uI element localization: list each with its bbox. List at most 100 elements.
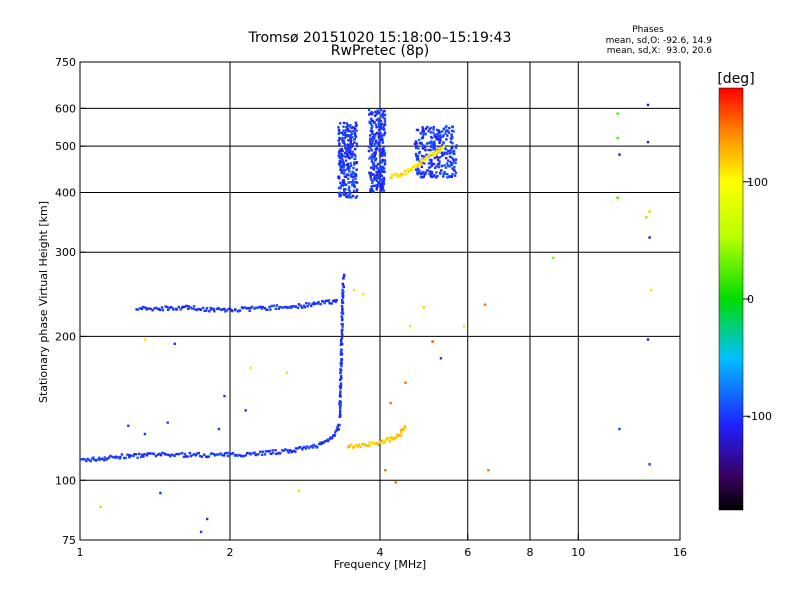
trace-point: [227, 307, 230, 311]
trace-point: [400, 434, 403, 437]
trace-point: [374, 158, 377, 161]
trace-point: [371, 144, 374, 148]
trace-point: [416, 173, 419, 176]
trace-point: [425, 155, 428, 158]
trace-point: [433, 147, 436, 150]
trace-point: [381, 112, 385, 115]
trace-point: [346, 155, 349, 158]
trace-point: [340, 131, 343, 135]
trace-point: [439, 357, 443, 360]
trace-point: [143, 432, 147, 436]
trace-point: [266, 308, 269, 311]
trace-point: [350, 173, 353, 176]
trace-point: [422, 306, 426, 309]
trace-point: [181, 305, 184, 309]
trace-point: [446, 173, 449, 176]
trace-point: [268, 449, 271, 453]
trace-point: [372, 173, 375, 176]
trace-point: [312, 301, 316, 304]
trace-point: [394, 435, 398, 439]
trace-point: [327, 438, 330, 441]
trace-point: [348, 167, 351, 170]
trace-point: [440, 151, 443, 154]
trace-point: [374, 134, 377, 137]
stats-line-o: mean, sd,O: -92.6, 14.9: [606, 36, 713, 46]
trace-point: [340, 154, 343, 158]
trace-point: [136, 456, 139, 459]
trace-point: [355, 142, 358, 145]
trace-point: [140, 455, 143, 459]
trace-point: [453, 160, 456, 163]
trace-point: [231, 309, 234, 313]
trace-point: [551, 256, 555, 259]
trace-point: [220, 453, 223, 457]
trace-point: [431, 145, 434, 149]
trace-point: [178, 452, 181, 455]
trace-point: [373, 152, 377, 155]
trace-point: [340, 351, 343, 354]
chart-subtitle: RwPretec (8p): [331, 43, 429, 59]
trace-point: [372, 167, 375, 170]
trace-point: [361, 442, 365, 445]
trace-point: [338, 152, 341, 155]
trace-point: [441, 135, 445, 138]
trace-point: [341, 136, 344, 140]
trace-point: [349, 143, 352, 147]
trace-point: [276, 452, 280, 455]
trace-point: [323, 301, 326, 305]
trace-point: [146, 452, 149, 455]
trace-point: [369, 155, 373, 158]
trace-point: [342, 129, 345, 132]
trace-point: [338, 394, 342, 397]
trace-point: [376, 132, 380, 135]
trace-point: [428, 166, 431, 169]
trace-point: [438, 165, 441, 169]
trace-point: [375, 170, 378, 174]
trace-point: [455, 144, 458, 147]
trace-point: [453, 169, 456, 172]
trace-point: [417, 152, 421, 155]
y-tick-label: 300: [55, 246, 76, 259]
trace-point: [254, 453, 257, 457]
trace-point: [143, 453, 146, 456]
y-tick-label: 400: [55, 186, 76, 199]
trace-point: [98, 458, 102, 461]
trace-point: [337, 191, 341, 195]
trace-point: [327, 439, 330, 443]
trace-point: [383, 163, 387, 166]
stats-heading: Phases: [632, 25, 664, 35]
trace-point: [435, 128, 439, 132]
trace-point: [442, 153, 445, 156]
trace-point: [282, 306, 285, 309]
trace-point: [371, 141, 374, 144]
trace-point: [375, 145, 379, 148]
trace-point: [177, 305, 181, 309]
trace-point: [349, 130, 353, 133]
trace-point: [118, 457, 122, 460]
trace-point: [377, 117, 380, 121]
trace-point: [186, 455, 189, 458]
trace-point: [187, 305, 190, 308]
trace-point: [341, 149, 344, 152]
trace-point: [380, 151, 384, 154]
trace-point: [127, 424, 130, 427]
trace-point: [199, 308, 202, 311]
trace-point: [368, 157, 371, 160]
trace-point: [352, 189, 356, 192]
trace-point: [337, 132, 340, 135]
trace-point: [339, 168, 342, 172]
trace-point: [269, 308, 272, 311]
trace-point: [278, 306, 281, 309]
trace-point: [338, 143, 341, 146]
trace-point: [381, 147, 384, 151]
trace-point: [433, 173, 436, 177]
trace-point: [249, 453, 252, 456]
y-axis-label: Stationary phase Virtual Height [km]: [37, 201, 50, 403]
trace-point: [341, 288, 344, 292]
trace-point: [283, 305, 286, 309]
trace-point: [418, 142, 422, 145]
trace-point: [342, 165, 345, 168]
trace-point: [351, 135, 354, 139]
trace-point: [327, 299, 331, 302]
trace-point: [246, 452, 249, 455]
